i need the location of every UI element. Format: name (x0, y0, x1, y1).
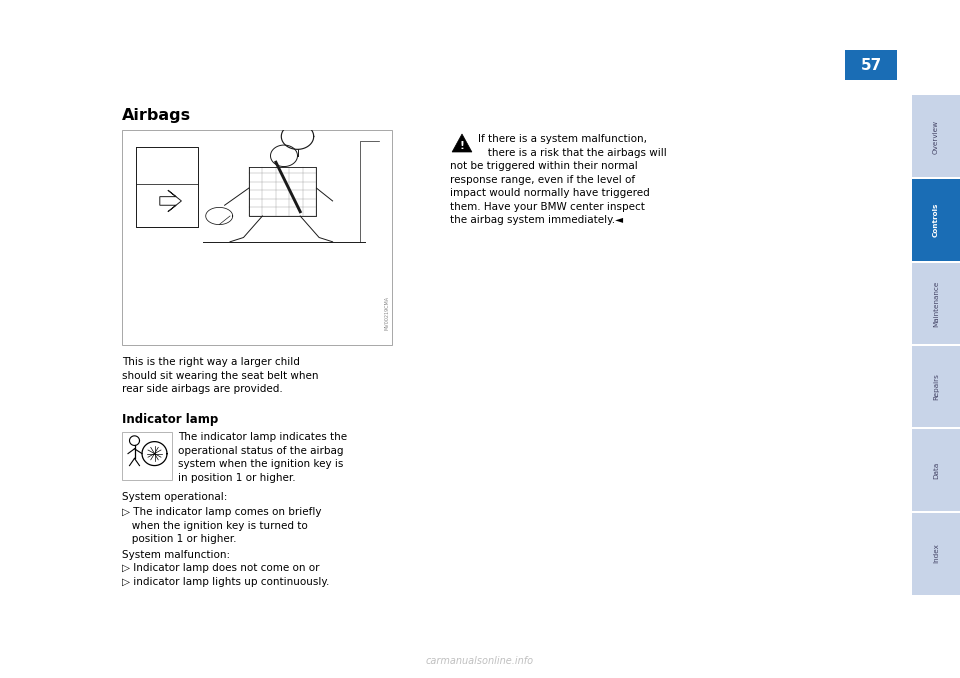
Polygon shape (452, 134, 472, 152)
Bar (912, 511, 960, 513)
Bar (912, 345, 960, 428)
Bar (912, 344, 960, 346)
Bar (912, 260, 960, 262)
Text: Data: Data (933, 461, 939, 479)
Text: MV00219CMA: MV00219CMA (384, 296, 390, 330)
Text: If there is a system malfunction,
   there is a risk that the airbags will: If there is a system malfunction, there … (478, 134, 667, 157)
Bar (912, 512, 960, 595)
Text: Indicator lamp: Indicator lamp (122, 413, 218, 426)
Text: 57: 57 (860, 58, 881, 73)
Text: Repairs: Repairs (933, 373, 939, 400)
Text: ▷ Indicator lamp does not come on or
▷ indicator lamp lights up continuously.: ▷ Indicator lamp does not come on or ▷ i… (122, 563, 329, 586)
Text: Controls: Controls (933, 203, 939, 237)
Text: Overview: Overview (933, 119, 939, 154)
Text: This is the right way a larger child
should sit wearing the seat belt when
rear : This is the right way a larger child sho… (122, 357, 319, 394)
Text: System malfunction:: System malfunction: (122, 550, 230, 560)
Text: Maintenance: Maintenance (933, 280, 939, 327)
Bar (912, 95, 960, 178)
Bar (122, 130, 392, 345)
Bar (912, 178, 960, 180)
Polygon shape (159, 191, 181, 212)
Bar (912, 178, 960, 262)
Bar (845, 50, 897, 80)
Bar (122, 432, 172, 480)
Text: !: ! (460, 141, 465, 151)
Text: not be triggered within their normal
response range, even if the level of
impact: not be triggered within their normal res… (450, 161, 650, 225)
Text: carmanualsonline.info: carmanualsonline.info (426, 656, 534, 666)
Text: System operational:: System operational: (122, 492, 228, 502)
Bar (912, 262, 960, 345)
Text: ▷ The indicator lamp comes on briefly
   when the ignition key is turned to
   p: ▷ The indicator lamp comes on briefly wh… (122, 507, 322, 544)
Text: Index: Index (933, 543, 939, 563)
Bar (912, 428, 960, 512)
Text: The indicator lamp indicates the
operational status of the airbag
system when th: The indicator lamp indicates the operati… (178, 432, 348, 483)
Text: Airbags: Airbags (122, 108, 191, 123)
Bar (912, 427, 960, 429)
